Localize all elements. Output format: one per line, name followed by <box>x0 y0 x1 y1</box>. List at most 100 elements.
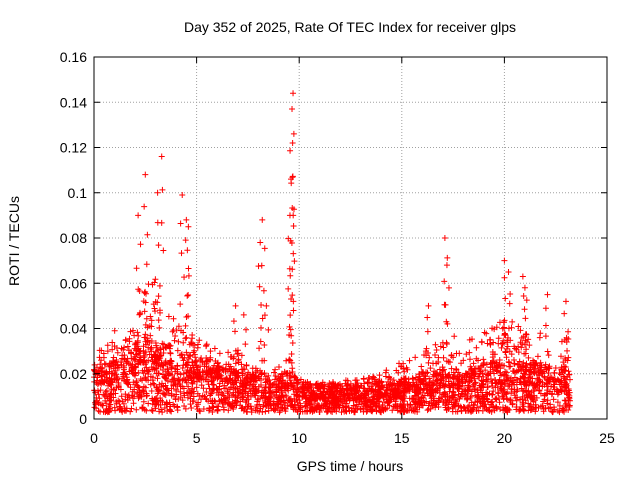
data-point <box>184 247 191 254</box>
data-point <box>508 351 515 358</box>
data-point <box>141 334 148 341</box>
data-point <box>391 387 398 394</box>
data-point <box>445 405 452 412</box>
data-point <box>364 388 371 395</box>
data-point <box>109 360 116 367</box>
data-point <box>483 376 490 383</box>
data-point <box>389 380 396 387</box>
data-point <box>470 370 477 377</box>
data-point <box>543 365 550 372</box>
x-tick-label: 25 <box>599 430 615 446</box>
data-point <box>478 339 485 346</box>
data-point <box>287 147 294 154</box>
data-point <box>427 392 434 399</box>
data-point <box>243 362 250 369</box>
x-axis-label: GPS time / hours <box>297 458 404 474</box>
data-point <box>135 369 142 376</box>
data-point <box>500 319 507 326</box>
data-point <box>565 328 572 335</box>
data-point <box>203 376 210 383</box>
data-point <box>276 409 283 416</box>
data-point <box>245 403 252 410</box>
data-point <box>156 282 163 289</box>
data-point <box>523 360 530 367</box>
data-point <box>181 354 188 361</box>
data-point <box>494 363 501 370</box>
data-point <box>154 354 161 361</box>
data-point <box>177 371 184 378</box>
data-point <box>436 389 443 396</box>
data-point <box>216 397 223 404</box>
data-point <box>225 349 232 356</box>
data-point <box>401 385 408 392</box>
data-point <box>216 366 223 373</box>
data-point <box>121 377 128 384</box>
data-point <box>390 377 397 384</box>
data-point <box>406 407 413 414</box>
data-point <box>382 405 389 412</box>
data-point <box>440 398 447 405</box>
data-point <box>276 393 283 400</box>
data-point <box>145 377 152 384</box>
data-point <box>432 351 439 358</box>
data-point <box>405 379 412 386</box>
peak-point <box>287 176 294 183</box>
data-point <box>285 397 292 404</box>
data-point <box>248 409 255 416</box>
data-point <box>286 323 293 330</box>
data-point <box>191 347 198 354</box>
x-tick-label: 10 <box>291 430 307 446</box>
data-point <box>184 394 191 401</box>
data-point <box>525 354 532 361</box>
data-point <box>443 318 450 325</box>
data-point <box>515 343 522 350</box>
data-point <box>94 374 101 381</box>
data-point <box>239 393 246 400</box>
data-point <box>406 357 413 364</box>
data-point <box>225 361 232 368</box>
data-point <box>147 332 154 339</box>
data-point <box>183 379 190 386</box>
data-point <box>175 338 182 345</box>
data-point <box>493 396 500 403</box>
data-point <box>277 401 284 408</box>
data-point <box>103 387 110 394</box>
data-point <box>447 359 454 366</box>
data-point <box>186 341 193 348</box>
data-point <box>413 381 420 388</box>
data-point <box>223 375 230 382</box>
data-point <box>507 290 514 297</box>
data-point <box>501 274 508 281</box>
data-point <box>562 367 569 374</box>
data-point <box>448 399 455 406</box>
data-point <box>552 365 559 372</box>
data-point <box>187 373 194 380</box>
data-point <box>258 324 265 331</box>
data-point <box>508 385 515 392</box>
data-point <box>561 310 568 317</box>
data-point <box>170 315 177 322</box>
data-point <box>466 336 473 343</box>
data-point <box>119 408 126 415</box>
data-point <box>299 388 306 395</box>
data-point <box>369 373 376 380</box>
data-point <box>561 337 568 344</box>
data-point <box>385 398 392 405</box>
data-point <box>128 405 135 412</box>
data-point <box>216 350 223 357</box>
y-tick-label: 0.02 <box>60 366 87 382</box>
data-point <box>261 357 268 364</box>
data-point <box>188 404 195 411</box>
data-point <box>482 367 489 374</box>
data-point <box>452 401 459 408</box>
data-point <box>177 220 184 227</box>
data-point <box>509 318 516 325</box>
data-point <box>411 405 418 412</box>
data-point <box>243 397 250 404</box>
data-point <box>414 384 421 391</box>
data-point <box>297 404 304 411</box>
data-point <box>348 387 355 394</box>
data-point <box>181 274 188 281</box>
data-point <box>106 408 113 415</box>
data-point <box>515 323 522 330</box>
